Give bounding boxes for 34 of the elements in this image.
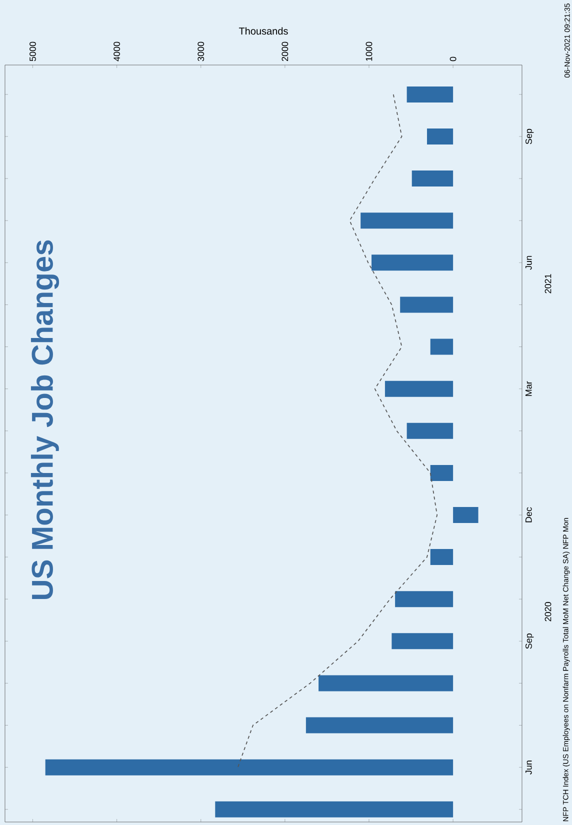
- bar: [412, 170, 454, 187]
- bar: [430, 338, 454, 355]
- bar: [430, 464, 454, 481]
- bar: [360, 212, 454, 229]
- bar: [406, 422, 454, 439]
- x-tick-label: 1000: [366, 42, 372, 61]
- text: 2020: [544, 602, 552, 622]
- y-tick-label: Mar: [526, 381, 532, 396]
- bar: [427, 128, 454, 144]
- bar: [318, 675, 454, 692]
- x-axis-title: Thousands: [238, 27, 288, 35]
- bar: [430, 549, 454, 566]
- y-tick-label: Sep: [526, 634, 534, 649]
- x-tick-label: 4000: [114, 42, 120, 62]
- bar: [306, 717, 454, 734]
- bar: [392, 633, 454, 650]
- y-tick-label: Sep: [526, 128, 534, 144]
- bar: [400, 296, 454, 313]
- bar: [384, 380, 454, 397]
- y-tick-label: Dec: [526, 507, 532, 522]
- bar: [395, 591, 454, 608]
- bar: [406, 86, 454, 102]
- bar: [453, 506, 478, 523]
- bar: [215, 801, 454, 818]
- bar: [45, 759, 454, 776]
- y-tick-label: Jun: [526, 760, 532, 774]
- bar: [372, 254, 454, 271]
- x-tick-label: 0: [450, 56, 456, 62]
- x-tick-label: 3000: [198, 42, 204, 62]
- text: US Monthly Job Changes: [30, 240, 60, 600]
- y-tick-label: Jun: [526, 256, 532, 270]
- x-tick-label: 5000: [30, 42, 36, 62]
- x-tick-label: 2000: [282, 42, 288, 62]
- text: 2021: [544, 274, 552, 294]
